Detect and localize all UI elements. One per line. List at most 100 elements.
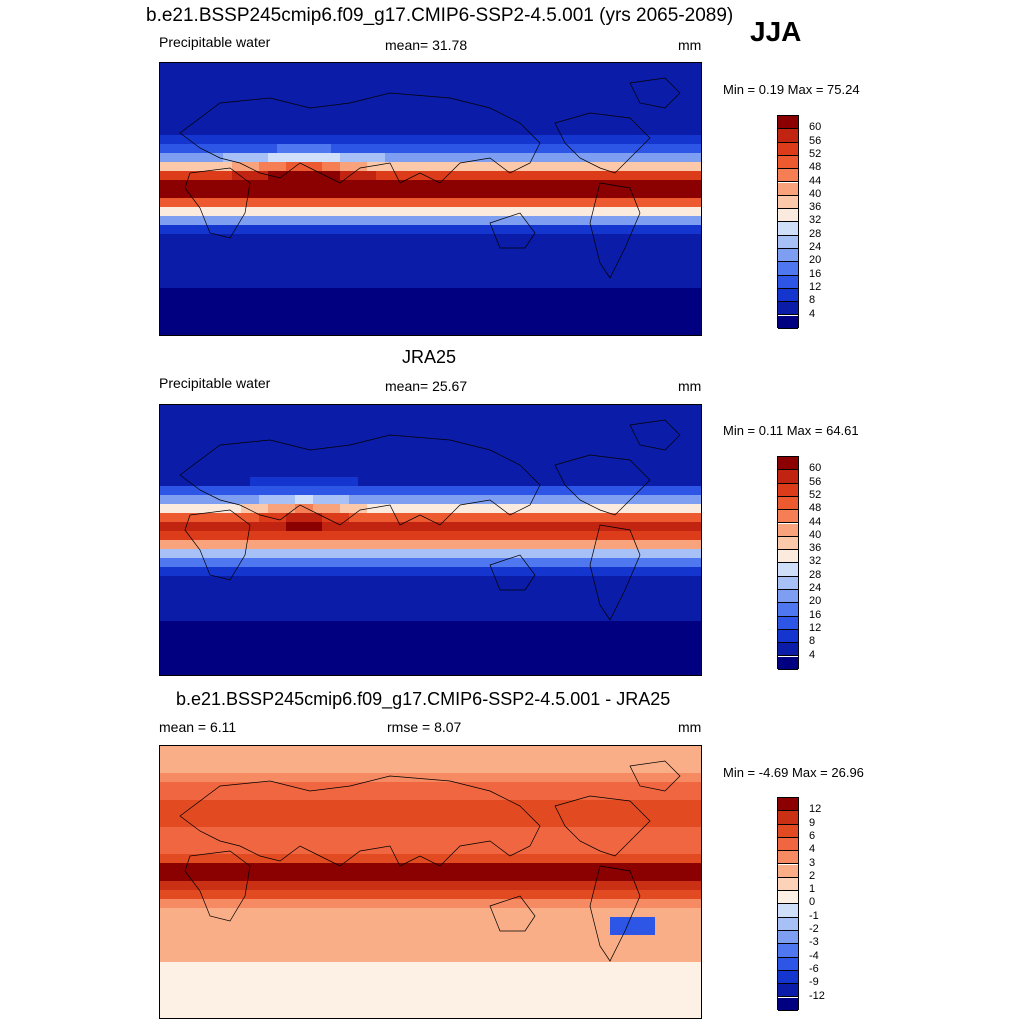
field-cell: [502, 423, 512, 433]
field-cell: [475, 827, 485, 837]
field-cell: [610, 657, 620, 667]
field-cell: [475, 522, 485, 532]
field-cell: [538, 558, 548, 568]
field-cell: [250, 576, 260, 586]
field-cell: [277, 441, 287, 451]
field-cell: [565, 648, 575, 658]
field-cell: [439, 657, 449, 667]
field-cell: [394, 782, 404, 792]
field-cell: [457, 836, 467, 846]
field-cell: [619, 791, 629, 801]
field-cell: [340, 800, 350, 810]
field-cell: [493, 836, 503, 846]
field-cell: [367, 854, 377, 864]
field-cell: [637, 126, 647, 136]
field-cell: [286, 414, 296, 424]
field-cell: [169, 234, 179, 244]
field-cell: [376, 603, 386, 613]
field-cell: [430, 666, 440, 675]
field-cell: [439, 126, 449, 136]
field-cell: [349, 890, 359, 900]
field-cell: [367, 108, 377, 118]
field-cell: [475, 108, 485, 118]
field-cell: [529, 90, 539, 100]
field-cell: [466, 791, 476, 801]
field-cell: [673, 504, 683, 514]
field-cell: [169, 827, 179, 837]
field-cell: [574, 99, 584, 109]
field-cell: [232, 549, 242, 559]
field-cell: [673, 198, 683, 208]
field-cell: [322, 639, 332, 649]
field-cell: [628, 854, 638, 864]
field-cell: [304, 477, 314, 487]
field-cell: [664, 234, 674, 244]
field-cell: [250, 180, 260, 190]
field-cell: [331, 180, 341, 190]
field-cell: [385, 279, 395, 289]
field-cell: [682, 504, 692, 514]
field-cell: [304, 863, 314, 873]
field-cell: [457, 549, 467, 559]
field-cell: [457, 504, 467, 514]
field-cell: [421, 324, 431, 334]
field-cell: [511, 477, 521, 487]
field-cell: [610, 189, 620, 199]
field-cell: [268, 594, 278, 604]
field-cell: [412, 639, 422, 649]
field-cell: [259, 315, 269, 325]
field-cell: [637, 81, 647, 91]
field-cell: [250, 423, 260, 433]
field-cell: [646, 666, 656, 675]
field-cell: [385, 800, 395, 810]
field-cell: [448, 126, 458, 136]
field-cell: [646, 315, 656, 325]
field-cell: [376, 180, 386, 190]
field-cell: [214, 531, 224, 541]
field-cell: [610, 764, 620, 774]
field-cell: [385, 872, 395, 882]
field-cell: [241, 621, 251, 631]
field-cell: [493, 872, 503, 882]
field-cell: [232, 432, 242, 442]
field-cell: [259, 63, 269, 73]
field-cell: [241, 171, 251, 181]
field-cell: [691, 72, 701, 82]
field-cell: [286, 63, 296, 73]
field-cell: [259, 612, 269, 622]
field-cell: [232, 594, 242, 604]
field-cell: [187, 603, 197, 613]
field-cell: [484, 315, 494, 325]
field-cell: [277, 99, 287, 109]
field-cell: [565, 585, 575, 595]
field-cell: [214, 189, 224, 199]
field-cell: [376, 450, 386, 460]
field-cell: [259, 890, 269, 900]
field-cell: [394, 468, 404, 478]
field-cell: [547, 504, 557, 514]
field-cell: [691, 585, 701, 595]
field-cell: [484, 459, 494, 469]
field-cell: [655, 531, 665, 541]
field-cell: [232, 324, 242, 334]
field-cell: [160, 414, 170, 424]
field-cell: [475, 800, 485, 810]
field-cell: [160, 782, 170, 792]
field-cell: [322, 872, 332, 882]
field-cell: [565, 153, 575, 163]
field-cell: [169, 333, 179, 335]
field-cell: [187, 746, 197, 756]
field-cell: [511, 746, 521, 756]
field-cell: [232, 621, 242, 631]
field-cell: [241, 755, 251, 765]
field-cell: [466, 225, 476, 235]
field-cell: [538, 108, 548, 118]
field-cell: [358, 423, 368, 433]
field-cell: [376, 540, 386, 550]
field-cell: [421, 153, 431, 163]
coastline: [184, 167, 251, 239]
field-cell: [187, 809, 197, 819]
field-cell: [394, 108, 404, 118]
field-cell: [196, 800, 206, 810]
field-cell: [205, 468, 215, 478]
